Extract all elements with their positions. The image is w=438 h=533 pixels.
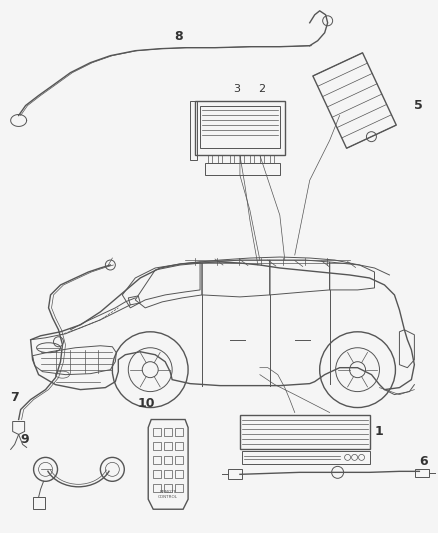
Bar [164, 470, 172, 478]
Bar [153, 484, 161, 492]
Bar [260, 155, 264, 163]
Bar [415, 470, 429, 478]
Bar [164, 429, 172, 437]
Bar [164, 442, 172, 450]
Bar [228, 470, 242, 479]
Bar [230, 155, 234, 163]
Bar [240, 155, 244, 163]
Bar [153, 429, 161, 437]
Text: 6: 6 [419, 455, 428, 468]
Bar [153, 456, 161, 464]
Bar [164, 484, 172, 492]
Bar [250, 155, 254, 163]
Bar [153, 470, 161, 478]
Bar [175, 470, 183, 478]
Text: REMOTE
CONTROL: REMOTE CONTROL [158, 490, 178, 498]
Text: 2: 2 [258, 84, 265, 94]
Bar [208, 155, 212, 163]
Text: 3: 3 [233, 84, 240, 94]
Text: 9: 9 [20, 433, 28, 446]
Bar [270, 155, 274, 163]
Text: 5: 5 [414, 99, 423, 112]
Text: 7: 7 [10, 391, 19, 404]
Bar [175, 442, 183, 450]
Text: 1: 1 [374, 425, 383, 438]
Bar [175, 484, 183, 492]
Bar [164, 456, 172, 464]
Text: 10: 10 [138, 397, 155, 409]
Bar [175, 456, 183, 464]
Bar [153, 442, 161, 450]
Bar [175, 429, 183, 437]
Text: 8: 8 [174, 30, 183, 43]
Bar [218, 155, 222, 163]
